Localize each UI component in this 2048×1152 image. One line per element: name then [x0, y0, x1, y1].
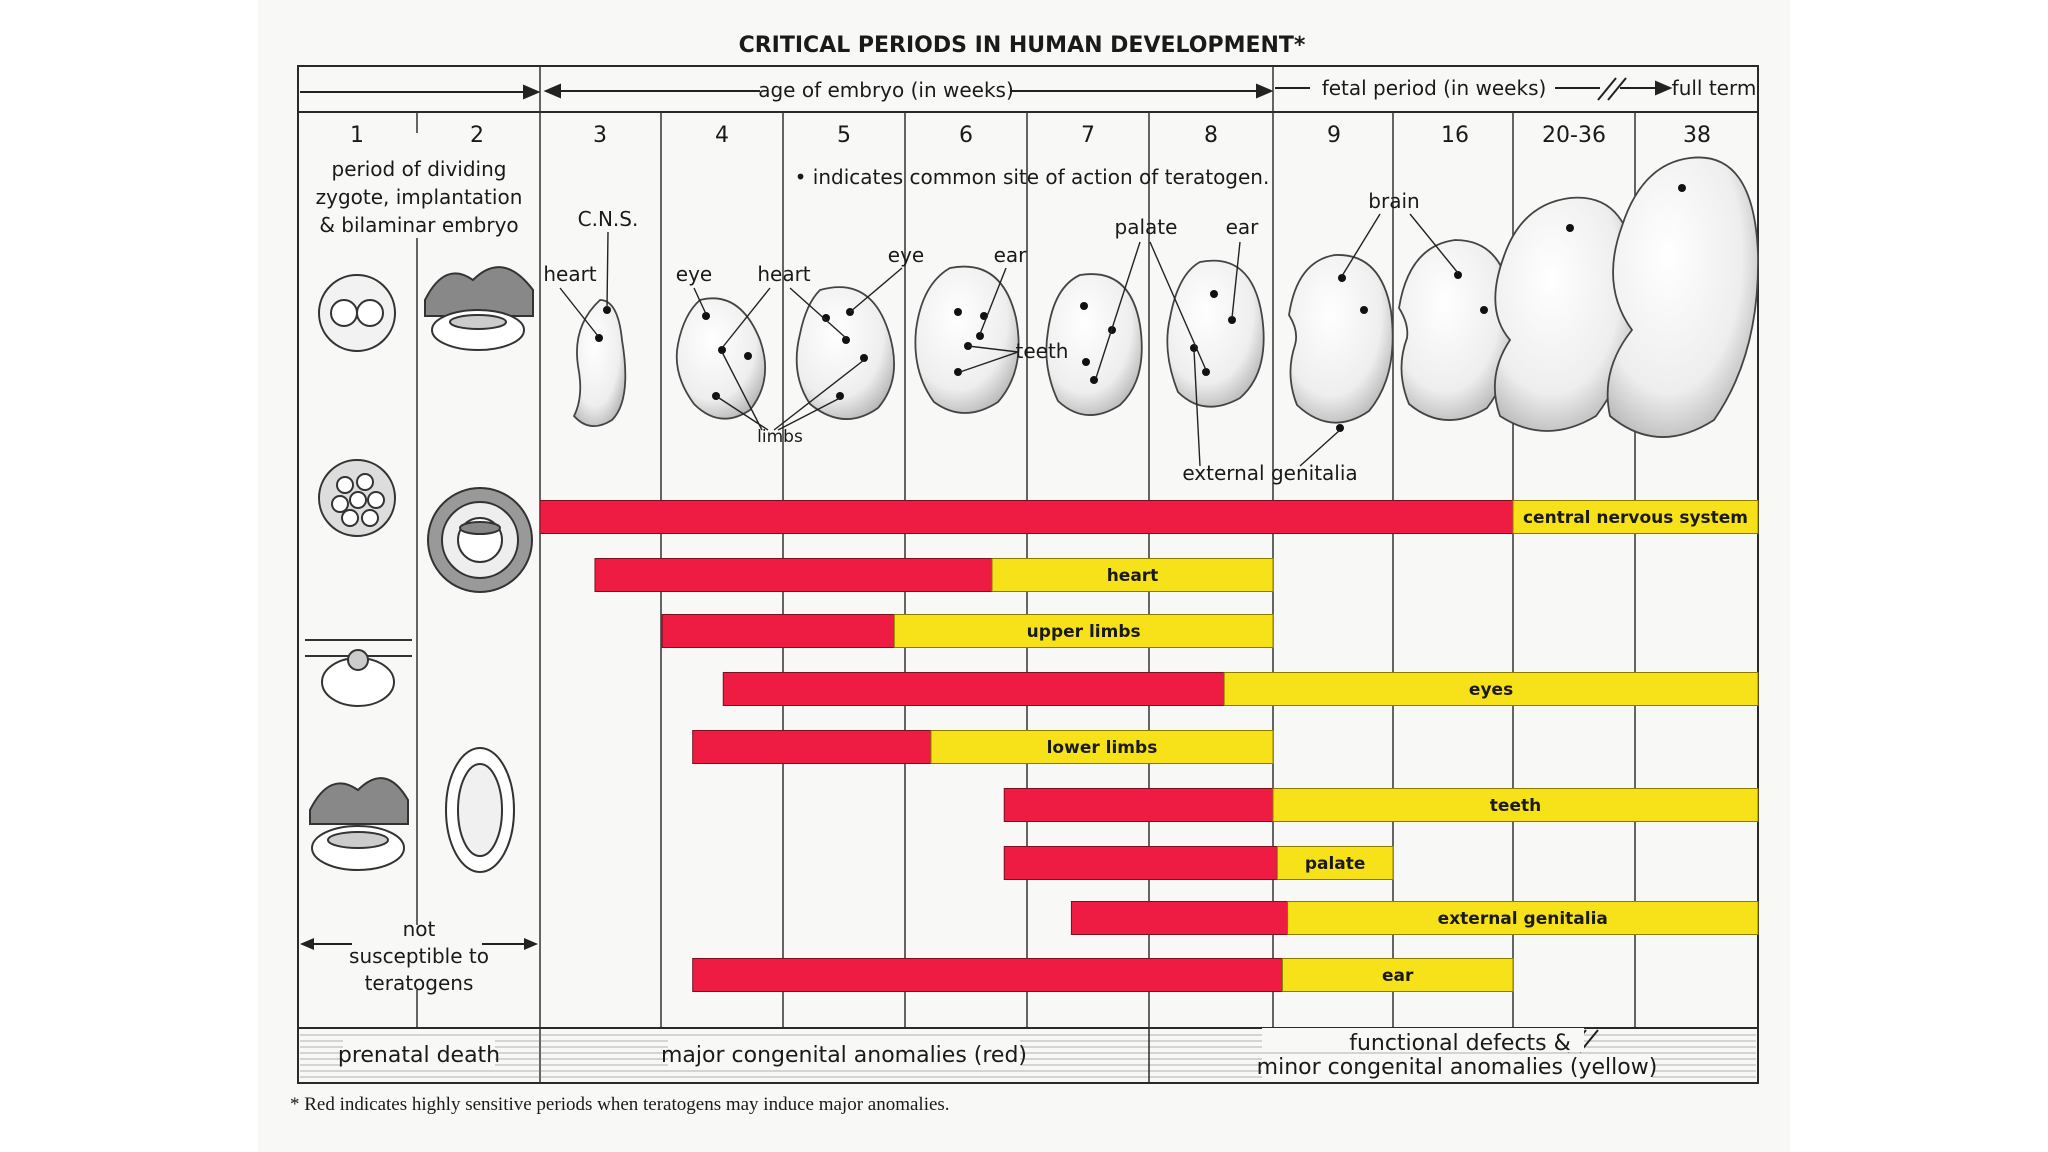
prenatal-label-bg: [343, 1040, 495, 1068]
not-susceptible-note: not susceptible to teratogens: [300, 917, 538, 995]
period-note-line2: zygote, implantation: [316, 185, 523, 209]
bar-yellow-teeth: [1272, 788, 1759, 822]
bar-label-teeth: teeth: [1490, 796, 1541, 816]
embryo-age-label: age of embryo (in weeks): [758, 78, 1014, 102]
bar-red-heart: [594, 558, 993, 592]
bar-red-palate: [1003, 846, 1278, 880]
anatomy-labels: C.N.S. heart eye heart eye ear teeth pal…: [543, 189, 1419, 485]
bar-yellow-eyes: [1223, 672, 1759, 706]
week-labels: 1 2 3 4 5 6 7 8 9 16 20-36 38: [350, 123, 1711, 148]
critical-period-bars: central nervous system heart upper limbs ey…: [539, 500, 1759, 992]
label-cns: C.N.S.: [578, 207, 639, 231]
week-7: 7: [1081, 123, 1095, 148]
bar-red-ear: [692, 958, 1283, 992]
embryo-week3: [572, 299, 627, 427]
week-1: 1: [350, 123, 364, 148]
week-6: 6: [959, 123, 973, 148]
chart-frame: [297, 65, 1759, 1084]
period-note-line3: & bilaminar embryo: [319, 213, 518, 237]
week-3: 3: [593, 123, 607, 148]
week-16: 16: [1441, 123, 1469, 148]
embryo-week6: [914, 265, 1020, 414]
not-susceptible-line2: susceptible to: [349, 944, 489, 968]
prenatal-death-label: prenatal death: [338, 1043, 500, 1068]
label-limbs: limbs: [757, 427, 803, 447]
label-eye-week4: eye: [676, 262, 712, 286]
bar-red-teeth: [1003, 788, 1274, 822]
footnote: * Red indicates highly sensitive periods…: [290, 1094, 950, 1115]
label-brain: brain: [1368, 189, 1419, 213]
week-9: 9: [1327, 123, 1341, 148]
bar-red-lower-limbs: [692, 730, 932, 764]
diagram-title: CRITICAL PERIODS IN HUMAN DEVELOPMENT*: [739, 33, 1306, 58]
minor-anomalies-label: minor congenital anomalies (yellow): [1257, 1055, 1658, 1080]
fetus-week38: [1606, 156, 1759, 438]
bar-yellow-lower-limbs: [930, 730, 1274, 764]
week-20-36: 20-36: [1542, 123, 1606, 148]
bar-red-central-nervous-system: [539, 500, 1514, 534]
chorionic-sac: [445, 747, 515, 873]
embryo-drawings: [572, 156, 1759, 438]
week-38: 38: [1683, 123, 1711, 148]
bar-yellow-heart: [991, 558, 1274, 592]
label-eye-week5: eye: [888, 243, 924, 267]
week-5: 5: [837, 123, 851, 148]
implanting-embryo-week2: [424, 266, 534, 351]
blastocyst-attaching: [305, 639, 412, 707]
embryo-week4: [675, 297, 767, 420]
header-arrows: [300, 77, 1673, 101]
bar-yellow-ear: [1281, 958, 1514, 992]
bar-yellow-palate: [1276, 846, 1394, 880]
embryo-week5: [795, 286, 895, 420]
bilaminar-embryo: [427, 487, 533, 593]
label-teeth: teeth: [1016, 339, 1069, 363]
bar-label-palate: palate: [1305, 854, 1366, 874]
teratogen-site-note: • indicates common site of action of ter…: [795, 165, 1270, 189]
label-external-genitalia: external genitalia: [1182, 461, 1357, 485]
period-note-line1: period of dividing: [332, 157, 507, 181]
bar-label-eyes: eyes: [1469, 680, 1513, 700]
leader-lines: [559, 213, 1459, 467]
bar-yellow-upper-limbs: [893, 614, 1274, 648]
morula: [318, 459, 396, 537]
week-2: 2: [470, 123, 484, 148]
bar-label-central-nervous-system: central nervous system: [1523, 508, 1748, 528]
not-susceptible-line3: teratogens: [365, 971, 474, 995]
fetal-period-label: fetal period (in weeks): [1322, 76, 1547, 100]
bar-label-ear: ear: [1382, 966, 1414, 986]
bar-label-external-genitalia: external genitalia: [1438, 909, 1608, 929]
implanting-embryo-week1: [309, 777, 409, 871]
fetus-week9: [1288, 254, 1394, 424]
bar-label-heart: heart: [1107, 566, 1159, 586]
minor-label-bg: [1262, 1054, 1652, 1080]
major-anomalies-label: major congenital anomalies (red): [661, 1043, 1027, 1068]
period-note: period of dividing zygote, implantation …: [316, 157, 523, 237]
bar-red-upper-limbs: [661, 614, 895, 648]
functional-defects-label: functional defects &: [1349, 1031, 1571, 1056]
label-heart-week5: heart: [757, 262, 810, 286]
label-palate: palate: [1115, 215, 1178, 239]
early-stage-drawings: [305, 266, 534, 873]
label-ear-week8: ear: [1226, 215, 1260, 239]
footer-text: prenatal death major congenital anomalie…: [338, 1028, 1657, 1080]
week-4: 4: [715, 123, 729, 148]
label-heart-week3: heart: [543, 262, 596, 286]
two-cell-zygote: [318, 274, 396, 352]
bar-yellow-external-genitalia: [1287, 901, 1759, 935]
major-label-bg: [668, 1040, 1020, 1068]
functional-label-bg: [1262, 1028, 1584, 1052]
week-8: 8: [1204, 123, 1218, 148]
teratogen-site-dots: [595, 184, 1686, 432]
bar-red-eyes: [722, 672, 1225, 706]
bar-yellow-central-nervous-system: [1512, 500, 1759, 534]
bar-red-external-genitalia: [1070, 901, 1289, 935]
embryo-week8: [1166, 259, 1265, 408]
bar-label-upper-limbs: upper limbs: [1027, 622, 1141, 642]
full-term-label: full term: [1672, 76, 1757, 100]
label-ear-week6: ear: [994, 243, 1028, 267]
bar-label-lower-limbs: lower limbs: [1047, 738, 1158, 758]
not-susceptible-line1: not: [403, 917, 436, 941]
